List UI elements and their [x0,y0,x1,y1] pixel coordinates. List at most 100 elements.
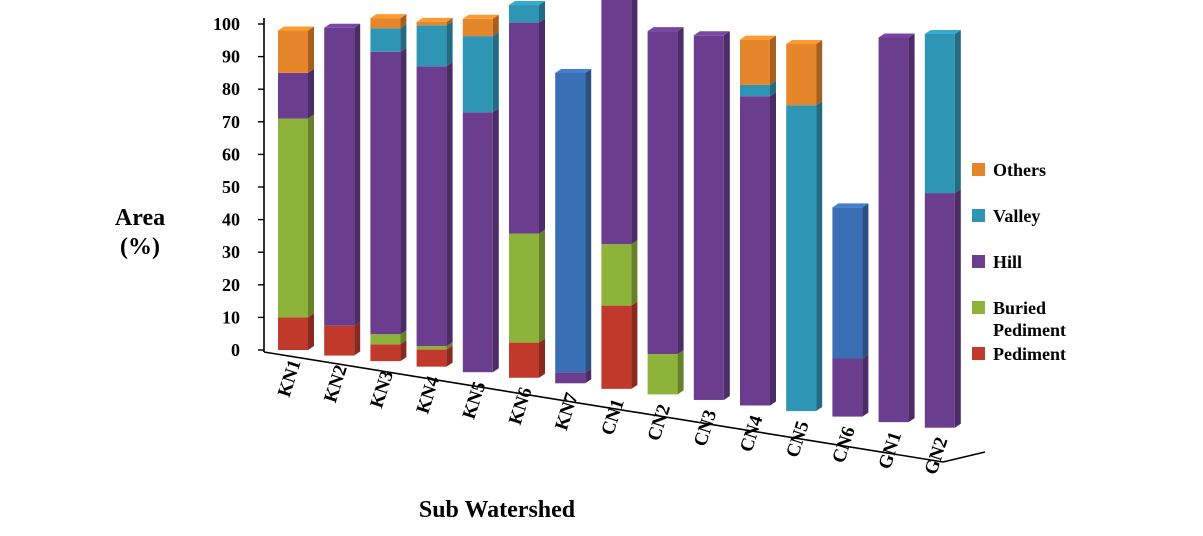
bar-side [631,301,638,389]
bar-segment [370,51,401,335]
bar-segment [278,317,308,350]
bar-top [740,35,776,40]
bar-segment [462,112,493,373]
legend-swatch [972,163,985,176]
bar-side [631,0,638,245]
bar-side [816,101,823,412]
bar-side [770,35,776,85]
bar-side [862,203,869,359]
bar-segment [509,5,539,23]
y-tick-label: 70 [222,112,240,132]
bar-top [878,33,915,38]
bar-segment [370,18,401,29]
legend-label: Buried [993,298,1046,318]
bar-side [400,14,407,29]
bar-segment [324,27,355,326]
legend-item: Others [972,160,1046,180]
bar-segment [416,346,447,350]
bar-segment [370,344,401,362]
bars [278,0,961,428]
bar-segment [555,72,586,373]
bar-side [908,33,915,423]
y-axis-label-line-2: (%) [120,234,160,260]
bar-top [416,17,453,22]
y-tick-label: 20 [222,275,240,295]
labels: Area (%) Sub Watershed [115,205,576,523]
bar-segment [416,66,447,347]
bar-segment [509,233,539,343]
legend-label: Pediment [993,344,1066,364]
bar-top [924,29,961,34]
legend-item: Pediment [972,344,1066,364]
bar-top [324,23,361,28]
bar-top [832,203,869,208]
y-tick-label: 80 [222,79,240,99]
x-tick-label: CN4 [736,413,768,455]
y-tick-label: 100 [213,14,240,34]
bar-side [354,321,361,356]
bar-top [786,40,823,45]
bar-segment [740,39,770,85]
bar-segment [370,334,401,345]
bar-side [308,26,314,73]
y-tick-label: 30 [222,242,240,262]
x-axis-label: Sub Watershed [419,497,576,523]
bar-segment [324,325,355,356]
x-tick-label: CN2 [644,402,675,444]
bar-side [308,114,314,318]
bar-segment [462,18,493,37]
x-tick-label: KN5 [459,379,491,422]
bar-side [585,68,592,373]
bar-side [677,27,684,355]
bar-side [354,23,361,326]
bar-side [862,354,869,417]
bar-side [677,350,684,395]
bar-side [446,21,453,67]
bar-side [492,108,499,373]
bar-top [370,14,407,19]
bar-side [816,40,823,106]
legend-label: Pediment [993,320,1066,340]
bar-side [400,340,407,362]
bar-segment [786,105,817,412]
bar-segment [601,0,632,245]
bar-side [539,229,545,343]
y-tick-label: 10 [222,307,240,327]
y-tick-label: 90 [222,47,240,67]
x-tick-label: CN6 [828,424,859,466]
bar-side [631,240,638,306]
bar-side [446,62,453,347]
bar-segment [416,21,447,26]
y-tick-label: 50 [222,177,240,197]
bar-side [308,313,314,350]
bar-segment [278,72,308,119]
bar-segment [278,118,308,318]
bar-side [770,92,776,406]
y-axis-label-line-1: Area [115,205,165,231]
bar-segment [416,349,447,367]
bar-side [954,189,961,428]
bar-segment [832,358,863,417]
bar-segment [509,342,539,378]
x-tick-label: KN3 [366,368,398,411]
legend-swatch [972,255,985,268]
bar-segment [370,28,401,52]
legend-label: Hill [993,252,1022,272]
bar-side [539,338,545,378]
bar-segment [924,193,955,428]
bar-side [585,368,592,384]
bar-side [492,14,499,37]
bar-top [509,1,545,6]
bar-side [446,342,453,350]
bar-top [462,14,499,19]
bar-side [400,24,407,52]
bar-side [446,17,453,26]
bar-side [723,31,730,400]
bar-top [278,26,314,31]
bar-segment [740,96,770,406]
